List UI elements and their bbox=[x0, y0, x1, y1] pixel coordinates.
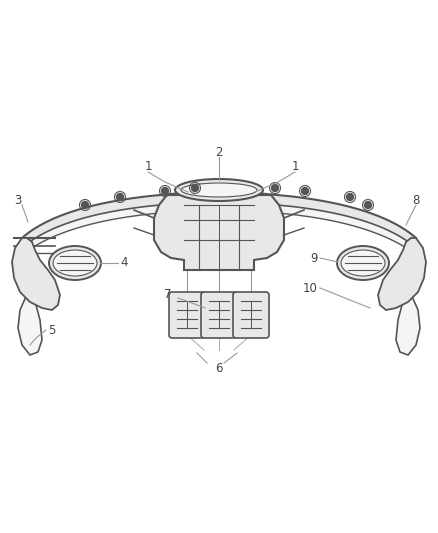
Polygon shape bbox=[12, 238, 60, 310]
Ellipse shape bbox=[337, 246, 389, 280]
Text: 1: 1 bbox=[144, 160, 152, 174]
FancyBboxPatch shape bbox=[169, 292, 205, 338]
Polygon shape bbox=[18, 292, 42, 355]
Text: 1: 1 bbox=[291, 160, 299, 174]
Polygon shape bbox=[154, 195, 284, 270]
Text: 4: 4 bbox=[120, 256, 127, 270]
Circle shape bbox=[301, 188, 308, 195]
Circle shape bbox=[162, 188, 169, 195]
Text: 9: 9 bbox=[311, 252, 318, 264]
Text: 6: 6 bbox=[215, 361, 223, 375]
Circle shape bbox=[191, 184, 198, 191]
Polygon shape bbox=[396, 292, 420, 355]
Ellipse shape bbox=[175, 179, 263, 201]
Text: 3: 3 bbox=[14, 193, 22, 206]
Text: 10: 10 bbox=[303, 281, 318, 295]
Circle shape bbox=[81, 201, 88, 208]
Text: 5: 5 bbox=[48, 324, 55, 336]
Ellipse shape bbox=[181, 183, 257, 197]
Text: 7: 7 bbox=[164, 288, 172, 302]
Text: 8: 8 bbox=[413, 193, 420, 206]
Circle shape bbox=[272, 184, 279, 191]
Circle shape bbox=[364, 201, 371, 208]
Ellipse shape bbox=[49, 246, 101, 280]
Text: 2: 2 bbox=[215, 146, 223, 158]
Circle shape bbox=[117, 193, 124, 200]
Polygon shape bbox=[378, 238, 426, 310]
Ellipse shape bbox=[341, 250, 385, 276]
Circle shape bbox=[346, 193, 353, 200]
Ellipse shape bbox=[53, 250, 97, 276]
FancyBboxPatch shape bbox=[233, 292, 269, 338]
FancyBboxPatch shape bbox=[201, 292, 237, 338]
